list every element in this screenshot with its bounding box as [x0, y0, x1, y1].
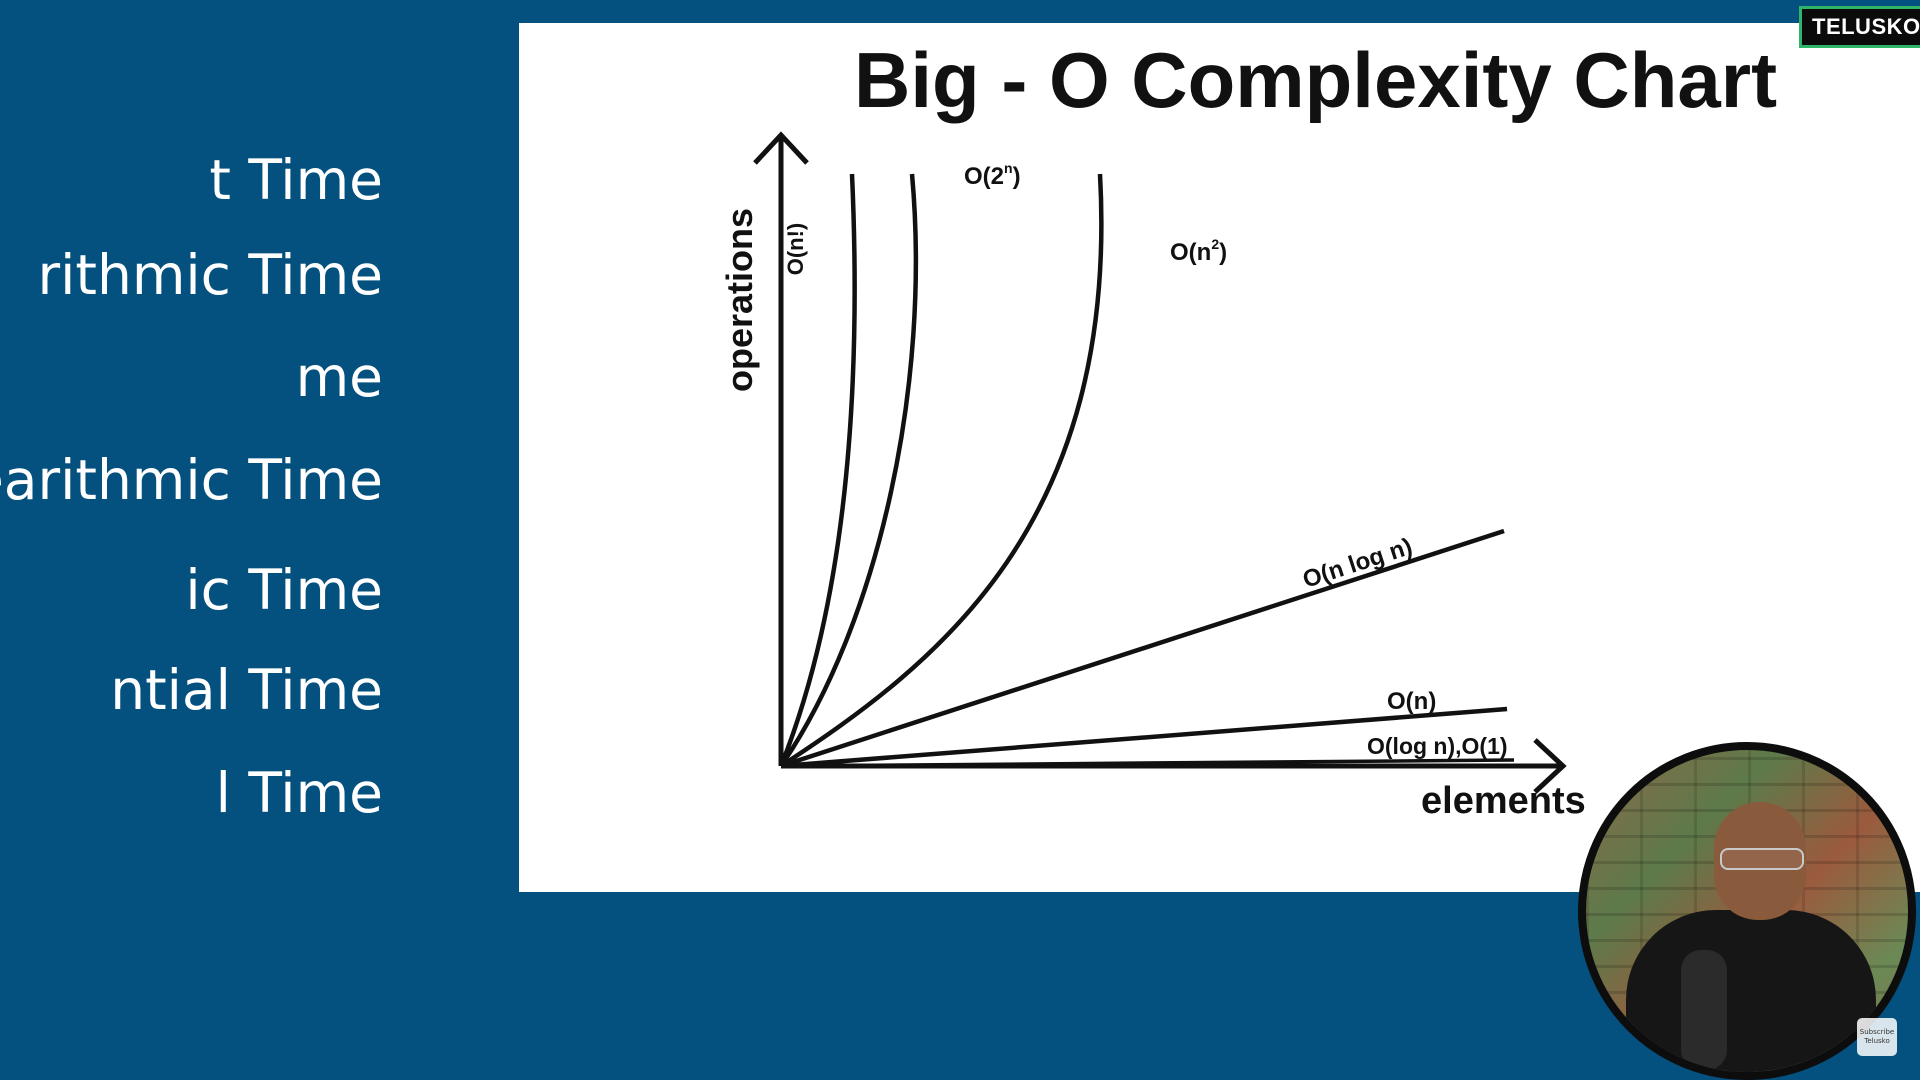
- topic-item: earithmic Time: [0, 448, 383, 512]
- presenter-webcam: [1578, 742, 1916, 1080]
- label-quadratic-base: O(n: [1170, 239, 1211, 266]
- curve-quadratic: [779, 173, 1104, 768]
- presenter-body: [1626, 910, 1876, 1072]
- line-nlogn: [780, 528, 1505, 769]
- label-log-const: O(log n),O(1): [1367, 733, 1508, 759]
- x-axis-arrowhead: [1533, 738, 1567, 794]
- channel-label: Telusko: [1864, 1037, 1890, 1045]
- label-quadratic: O(n2): [1170, 236, 1227, 266]
- topic-item: t Time: [209, 148, 383, 212]
- label-nlogn: O(n log n): [1300, 533, 1416, 594]
- line-linear: [780, 706, 1508, 769]
- microphone-icon: [1681, 950, 1727, 1070]
- x-axis-label: elements: [1421, 780, 1586, 822]
- left-topic-list: t Time rithmic Time me earithmic Time ic…: [0, 0, 515, 1080]
- subscribe-label: Subscribe: [1859, 1028, 1895, 1036]
- topic-item: rithmic Time: [37, 243, 384, 307]
- topic-item: l Time: [215, 761, 383, 825]
- label-exponential-base: O(2: [964, 163, 1004, 190]
- complexity-chart: operations elements O(n!) O(2n) O(n2) O(…: [719, 131, 1586, 822]
- curve-exponential: [779, 173, 919, 768]
- label-quadratic-close: ): [1219, 239, 1227, 266]
- glasses-icon: [1720, 848, 1804, 870]
- y-axis-label: operations: [719, 208, 760, 392]
- topic-item: me: [295, 345, 383, 409]
- label-factorial: O(n!): [783, 223, 808, 276]
- subscribe-button[interactable]: Subscribe Telusko: [1857, 1018, 1897, 1056]
- label-quadratic-sup: 2: [1211, 236, 1219, 252]
- brand-badge: TELUSKO: [1799, 6, 1920, 48]
- line-log-const: [780, 758, 1515, 768]
- topic-item: ntial Time: [110, 658, 383, 722]
- label-exponential: O(2n): [964, 160, 1021, 190]
- label-linear: O(n): [1387, 688, 1436, 715]
- curve-factorial: [778, 173, 857, 767]
- slide-panel: Big - O Complexity Chart operations elem…: [519, 23, 1920, 892]
- y-axis-arrowhead: [753, 131, 809, 165]
- slide-title: Big - O Complexity Chart: [854, 36, 1778, 124]
- label-exponential-sup: n: [1004, 160, 1013, 176]
- presenter-head: [1714, 802, 1806, 920]
- label-exponential-close: ): [1013, 163, 1021, 190]
- topic-item: ic Time: [185, 558, 383, 622]
